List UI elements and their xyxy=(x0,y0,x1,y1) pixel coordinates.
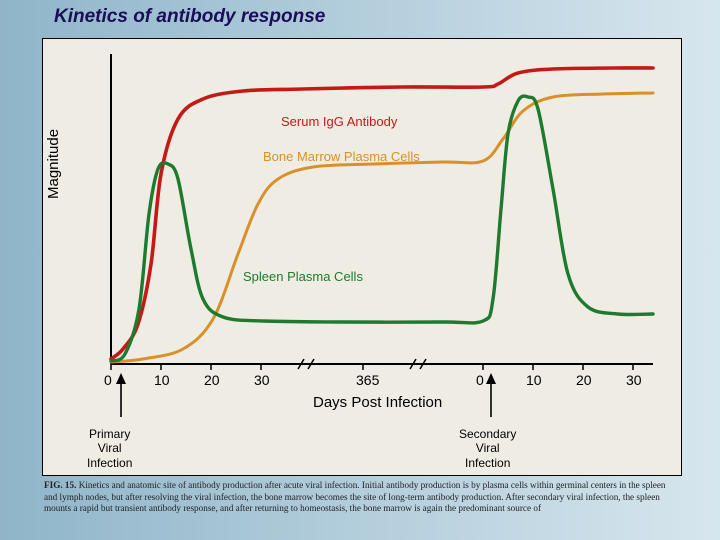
series-label-serum-igg: Serum IgG Antibody xyxy=(281,114,397,129)
x-tick: 365 xyxy=(356,372,379,388)
x-tick: 20 xyxy=(204,372,220,388)
arrow-label-secondary: SecondaryViralInfection xyxy=(459,427,516,470)
x-axis-label: Days Post Infection xyxy=(313,394,442,411)
x-tick: 30 xyxy=(254,372,270,388)
caption-text: Kinetics and anatomic site of antibody p… xyxy=(44,480,666,513)
page-title: Kinetics of antibody response xyxy=(54,6,325,28)
x-tick: 0 xyxy=(476,372,484,388)
x-tick: 30 xyxy=(626,372,642,388)
slide-root: Kinetics of antibody response Magnitude … xyxy=(0,0,720,540)
chart-area: Magnitude Days Post Infection 0 10 20 30 365… xyxy=(43,39,681,475)
x-tick: 10 xyxy=(526,372,542,388)
arrow-label-primary: PrimaryViralInfection xyxy=(87,427,132,470)
series-label-spleen: Spleen Plasma Cells xyxy=(243,269,363,284)
figure-panel: Magnitude Days Post Infection 0 10 20 30 365… xyxy=(42,38,682,476)
figure-caption: FIG. 15. Kinetics and anatomic site of a… xyxy=(44,480,680,515)
x-tick: 10 xyxy=(154,372,170,388)
series-label-bone-marrow: Bone Marrow Plasma Cells xyxy=(263,149,420,164)
chart-svg xyxy=(43,39,683,477)
x-tick: 20 xyxy=(576,372,592,388)
x-tick: 0 xyxy=(104,372,112,388)
caption-lead: FIG. 15. xyxy=(44,480,76,490)
y-axis-label: Magnitude xyxy=(45,129,62,199)
